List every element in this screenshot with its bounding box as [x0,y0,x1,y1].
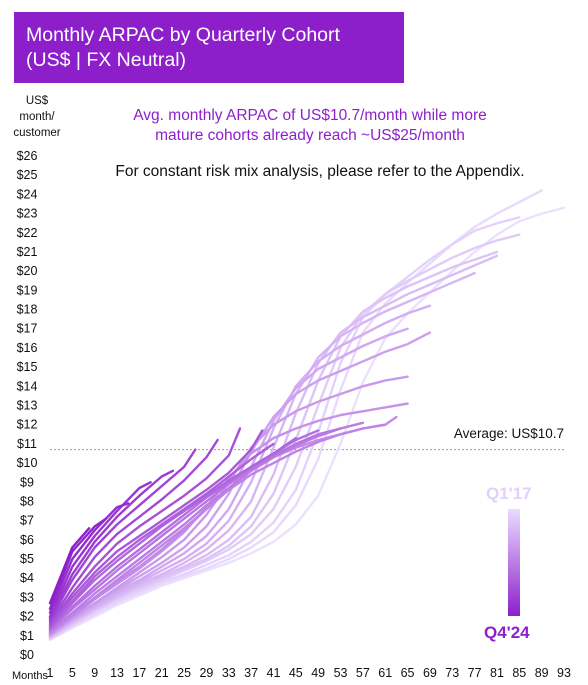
cohort-series-line [48,469,175,620]
y-tick-label: $16 [17,341,38,355]
x-tick-label: 73 [445,666,459,680]
y-unit-line2: month/ [19,111,55,123]
cohort-series-line [48,427,242,626]
cohort-series-line [48,436,297,630]
x-tick-label: 49 [311,666,325,680]
legend-oldest-label: Q1'17 [486,484,532,503]
x-tick-label: 81 [490,666,504,680]
x-tick-label: 13 [110,666,124,680]
legend-gradient-bar [508,509,520,616]
x-tick-label: 1 [47,666,54,680]
y-tick-label: $10 [17,456,38,470]
x-tick-label: 17 [132,666,146,680]
chart-title-line2: (US$ | FX Neutral) [26,49,187,71]
y-tick-label: $6 [20,533,34,547]
y-tick-label: $0 [20,648,34,662]
x-tick-label: 41 [267,666,281,680]
cohort-series-line [48,429,264,628]
x-tick-label: 61 [378,666,392,680]
appendix-note: For constant risk mix analysis, please r… [115,163,525,180]
y-tick-label: $21 [17,245,38,259]
cohort-series-line [48,271,476,637]
subtitle-line2: mature cohorts already reach ~US$25/mont… [155,127,465,144]
average-label: Average: US$10.7 [453,426,564,441]
y-tick-label: $22 [17,226,38,240]
cohort-series-line [48,481,152,618]
cohort-series-line [48,216,521,641]
x-tick-label: 65 [401,666,415,680]
x-tick-label: 57 [356,666,370,680]
x-tick-label: 29 [199,666,213,680]
legend-newest-label: Q4'24 [484,623,530,642]
y-tick-label: $25 [17,168,38,182]
y-unit-line1: US$ [25,95,49,107]
cohort-series-line [48,327,409,637]
y-unit-line3: customer [13,127,61,139]
cohort-series-line [48,233,521,639]
y-tick-label: $20 [17,264,38,278]
x-axis-label: Months [12,670,49,682]
y-tick-label: $26 [17,149,38,163]
y-tick-label: $5 [20,552,34,566]
y-tick-label: $8 [20,494,34,508]
cohort-series-line [48,517,108,611]
x-tick-label: 45 [289,666,303,680]
chart-title: Monthly ARPAC by Quarterly Cohort (US$ |… [14,12,404,83]
x-tick-label: 77 [468,666,482,680]
cohort-series-line [48,527,91,605]
y-tick-label: $24 [17,187,38,201]
y-tick-label: $2 [20,610,34,624]
y-tick-label: $7 [20,514,34,528]
chart-title-line1: Monthly ARPAC by Quarterly Cohort [26,24,340,46]
cohort-series-line [48,421,365,634]
x-tick-label: 5 [69,666,76,680]
y-tick-label: $4 [20,571,34,585]
subtitle-line1: Avg. monthly ARPAC of US$10.7/month whil… [133,107,487,124]
x-tick-label: 25 [177,666,191,680]
cohort-series-line [48,254,499,639]
x-tick-label: 21 [155,666,169,680]
x-tick-label: 89 [535,666,549,680]
y-tick-label: $13 [17,399,38,413]
cohort-series-line [48,502,130,614]
x-tick-label: 53 [334,666,348,680]
cohort-series-line [48,206,566,641]
x-tick-label: 37 [244,666,258,680]
cohort-series-line [48,448,197,622]
y-tick-label: $18 [17,303,38,317]
y-tick-label: $17 [17,322,38,336]
cohort-series-line [48,304,432,637]
cohort-series-line [48,427,342,632]
x-tick-label: 85 [512,666,526,680]
y-tick-label: $9 [20,475,34,489]
cohort-series-line [48,423,387,634]
cohort-series-line [48,442,275,630]
y-tick-label: $15 [17,360,38,374]
x-tick-label: 9 [91,666,98,680]
cohort-series-line [48,375,409,636]
y-tick-label: $23 [17,207,38,221]
y-tick-label: $12 [17,418,38,432]
x-tick-label: 33 [222,666,236,680]
y-tick-label: $1 [20,629,34,643]
x-tick-label: 93 [557,666,571,680]
y-tick-label: $19 [17,283,38,297]
y-tick-label: $11 [17,437,37,451]
y-tick-label: $3 [20,590,34,604]
y-tick-label: $14 [17,379,38,393]
x-tick-label: 69 [423,666,437,680]
cohort-series-line [48,438,219,624]
